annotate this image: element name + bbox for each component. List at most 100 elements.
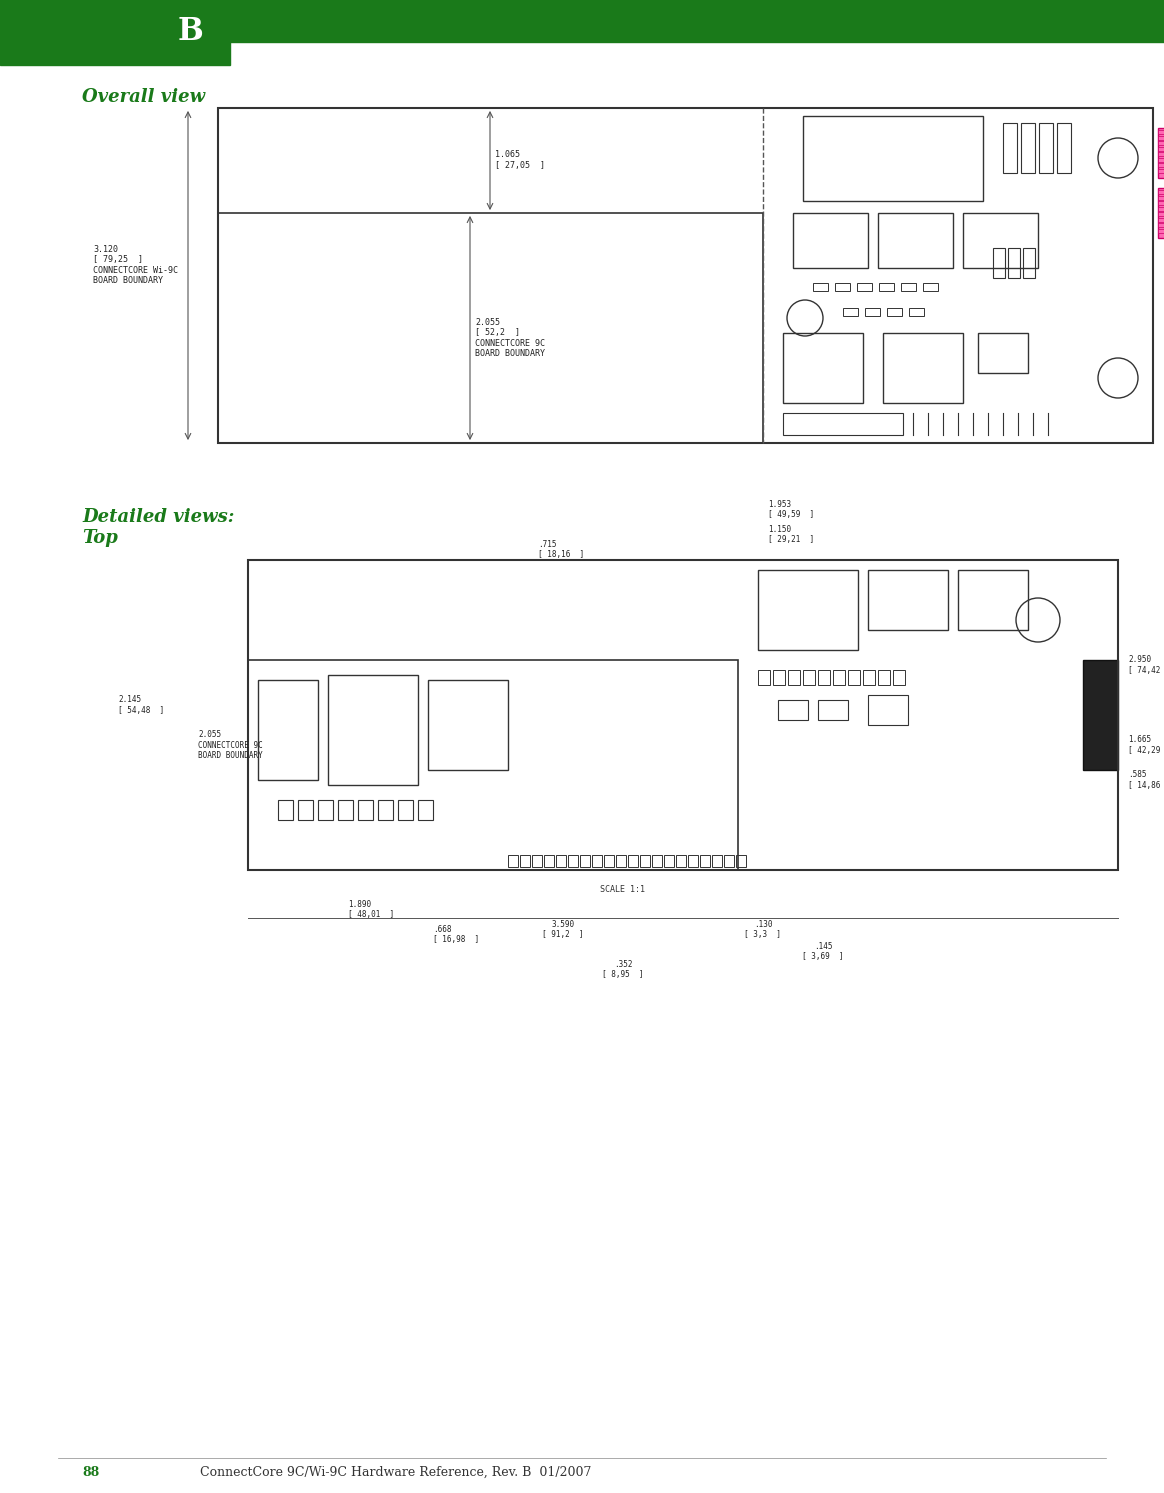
Text: .585
[ 14,86  ]: .585 [ 14,86 ] xyxy=(1128,770,1164,790)
Bar xyxy=(568,855,579,867)
Bar xyxy=(1158,222,1164,227)
Bar xyxy=(783,414,903,434)
Bar xyxy=(958,570,1028,630)
Bar xyxy=(1039,122,1053,173)
Bar xyxy=(629,855,638,867)
Bar xyxy=(878,670,890,685)
Bar xyxy=(909,308,924,317)
Text: ConnectCore 9C/Wi-9C Hardware Reference, Rev. B  01/2007: ConnectCore 9C/Wi-9C Hardware Reference,… xyxy=(200,1466,591,1478)
Bar xyxy=(1158,157,1164,161)
Bar xyxy=(857,284,872,291)
Bar xyxy=(1158,152,1164,155)
Text: 1.150
[ 29,21  ]: 1.150 [ 29,21 ] xyxy=(768,526,815,545)
Bar xyxy=(398,800,413,820)
Bar xyxy=(1021,122,1035,173)
Text: Detailed views:
Top: Detailed views: Top xyxy=(81,508,234,546)
Bar xyxy=(544,855,554,867)
Text: SCALE 1:1: SCALE 1:1 xyxy=(601,885,646,894)
Bar xyxy=(1158,169,1164,173)
Bar xyxy=(1158,163,1164,167)
Bar xyxy=(359,800,372,820)
Text: .715
[ 18,16  ]: .715 [ 18,16 ] xyxy=(538,540,584,560)
Bar xyxy=(843,308,858,317)
Text: .352
[ 8,95  ]: .352 [ 8,95 ] xyxy=(602,960,644,979)
Bar xyxy=(783,333,863,403)
Bar xyxy=(1057,122,1071,173)
Bar xyxy=(604,855,613,867)
Bar xyxy=(278,800,293,820)
Bar xyxy=(640,855,650,867)
Bar xyxy=(868,696,908,726)
Bar xyxy=(338,800,353,820)
Bar xyxy=(248,660,738,870)
Bar xyxy=(887,308,902,317)
Bar xyxy=(803,670,815,685)
Bar xyxy=(1158,196,1164,200)
Bar xyxy=(724,855,734,867)
Bar xyxy=(663,855,674,867)
Bar xyxy=(520,855,530,867)
Bar xyxy=(298,800,313,820)
Bar xyxy=(978,333,1028,373)
Text: 2.950
[ 74,42  ]: 2.950 [ 74,42 ] xyxy=(1128,655,1164,675)
Bar xyxy=(1158,136,1164,139)
Bar xyxy=(532,855,542,867)
Bar xyxy=(218,213,762,443)
Bar xyxy=(580,855,590,867)
Text: B: B xyxy=(177,16,203,48)
Bar xyxy=(556,855,566,867)
Bar xyxy=(688,855,698,867)
Text: 2.055
[ 52,2  ]
CONNECTCORE 9C
BOARD BOUNDARY: 2.055 [ 52,2 ] CONNECTCORE 9C BOARD BOUN… xyxy=(475,318,545,358)
Bar xyxy=(248,560,1117,870)
Bar xyxy=(378,800,393,820)
Bar xyxy=(428,679,508,770)
Bar xyxy=(878,213,953,269)
Bar xyxy=(849,670,860,685)
Bar xyxy=(993,248,1005,278)
Bar xyxy=(736,855,746,867)
Bar xyxy=(833,670,845,685)
Text: 3.120
[ 79,25  ]
CONNECTCORE Wi-9C
BOARD BOUNDARY: 3.120 [ 79,25 ] CONNECTCORE Wi-9C BOARD … xyxy=(93,245,178,285)
Text: .130
[ 3,3  ]: .130 [ 3,3 ] xyxy=(745,920,781,939)
Text: 1.065
[ 27,05  ]: 1.065 [ 27,05 ] xyxy=(495,151,545,170)
Bar xyxy=(1158,146,1164,151)
Bar xyxy=(1158,190,1164,194)
Bar xyxy=(863,670,875,685)
Bar xyxy=(1158,130,1164,134)
Bar xyxy=(788,670,800,685)
Bar xyxy=(676,855,686,867)
Text: .145
[ 3,69  ]: .145 [ 3,69 ] xyxy=(802,942,844,961)
Text: 1.953
[ 49,59  ]: 1.953 [ 49,59 ] xyxy=(768,500,815,520)
Bar xyxy=(758,670,771,685)
Bar xyxy=(818,700,849,720)
Text: .668
[ 16,98  ]: .668 [ 16,98 ] xyxy=(433,926,480,945)
Bar xyxy=(616,855,626,867)
Bar xyxy=(258,679,318,779)
Bar xyxy=(1003,122,1017,173)
Text: 1.890
[ 48,01  ]: 1.890 [ 48,01 ] xyxy=(348,900,395,920)
Bar xyxy=(901,284,916,291)
Bar xyxy=(1023,248,1035,278)
Bar xyxy=(508,855,518,867)
Bar xyxy=(1158,228,1164,233)
Bar xyxy=(818,670,830,685)
Bar xyxy=(1158,212,1164,216)
Bar xyxy=(1158,140,1164,145)
Text: 1.665
[ 42,29  ]: 1.665 [ 42,29 ] xyxy=(1128,735,1164,754)
Bar xyxy=(592,855,602,867)
Bar xyxy=(218,107,1154,443)
Bar xyxy=(328,675,418,785)
Bar xyxy=(652,855,662,867)
Text: DIMENSIONS AND PCB LAYOUTS: DIMENSIONS AND PCB LAYOUTS xyxy=(310,10,602,25)
Bar xyxy=(1008,248,1020,278)
Bar xyxy=(318,800,333,820)
Bar xyxy=(923,284,938,291)
Text: Overall view: Overall view xyxy=(81,88,205,106)
Text: 2.145
[ 54,48  ]: 2.145 [ 54,48 ] xyxy=(118,696,164,715)
Bar xyxy=(883,333,963,403)
Bar xyxy=(758,570,858,649)
Bar xyxy=(712,855,722,867)
Bar xyxy=(0,0,1164,42)
Text: 2.055
CONNECTCORE 9C
BOARD BOUNDARY: 2.055 CONNECTCORE 9C BOARD BOUNDARY xyxy=(198,730,263,760)
Bar xyxy=(803,116,984,202)
